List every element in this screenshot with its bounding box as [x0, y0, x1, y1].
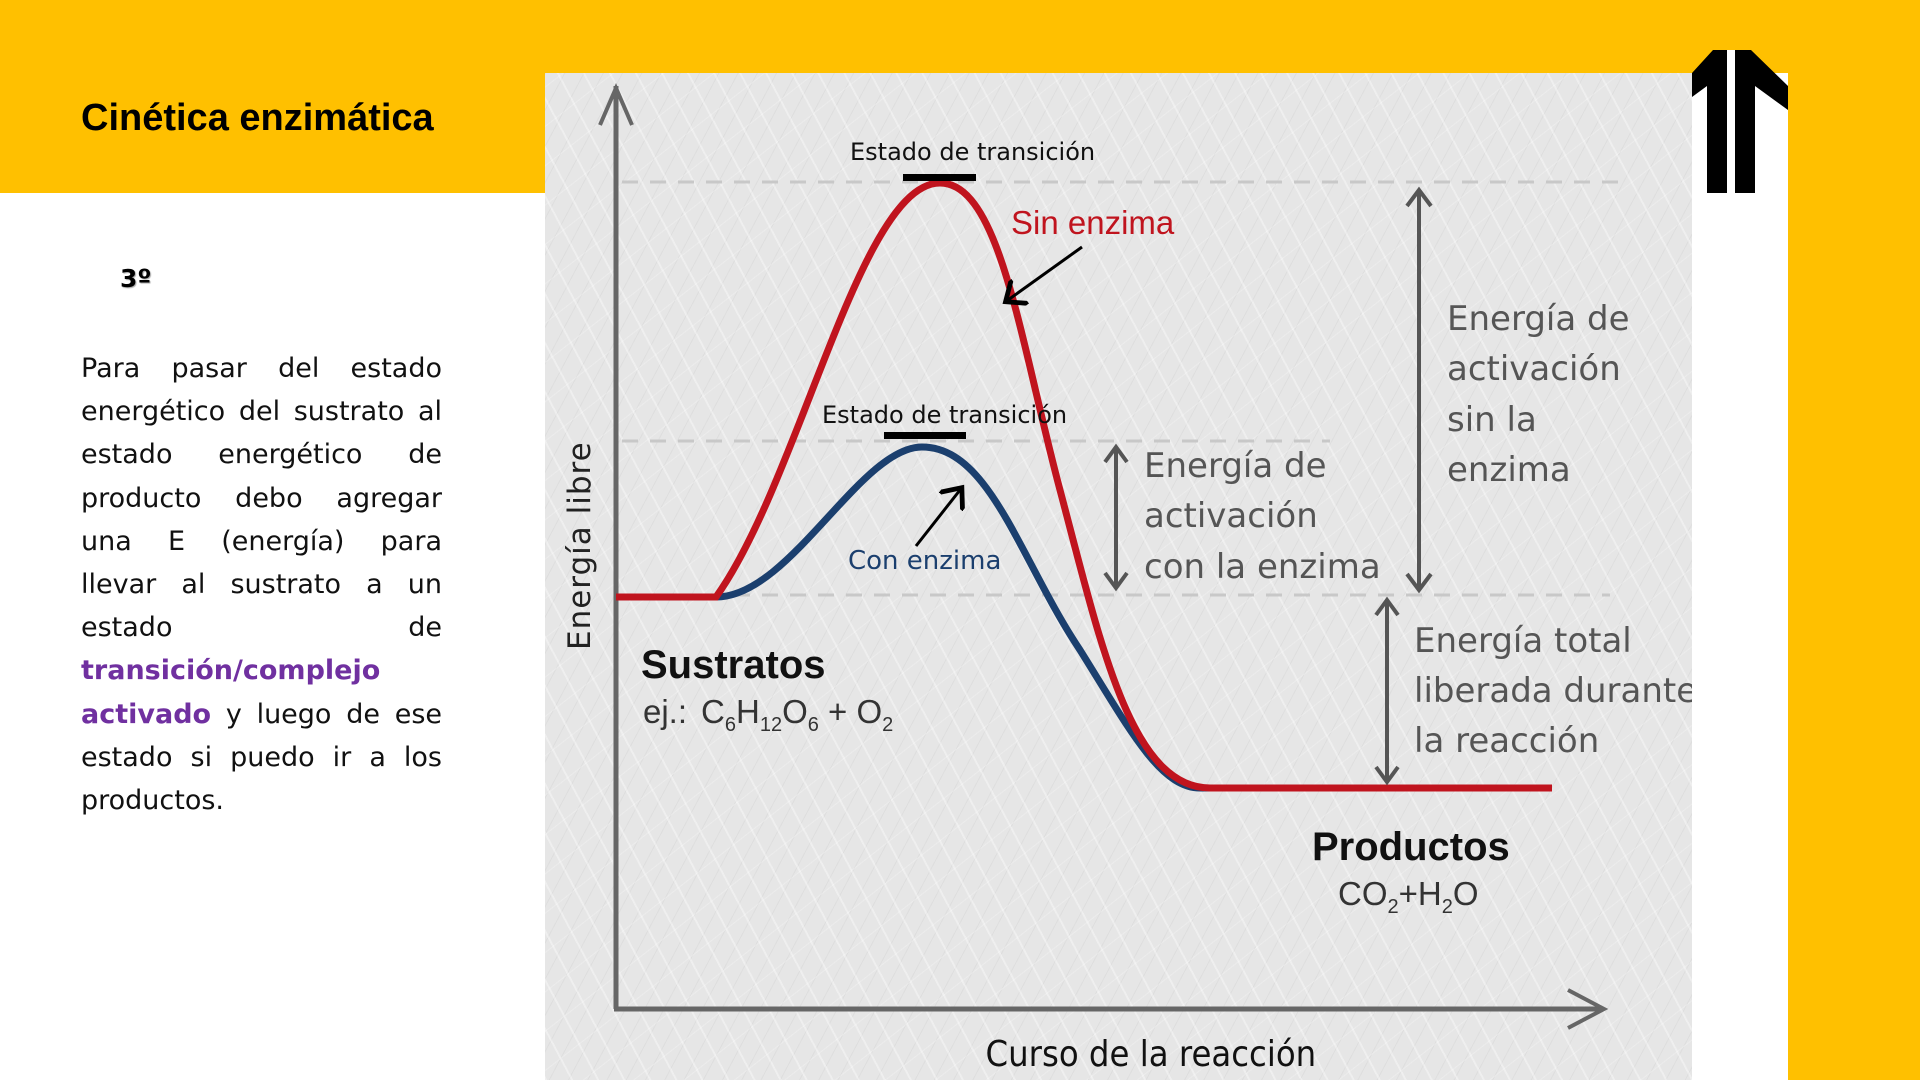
svg-text:sin la: sin la — [1447, 400, 1537, 440]
transition-state-low-label: Estado de transición — [822, 401, 1067, 429]
double-arrow-up-logo-icon — [1692, 50, 1788, 193]
slide-title: Cinética enzimática — [81, 97, 434, 139]
svg-text:enzima: enzima — [1447, 450, 1571, 490]
sin-enzima-curve — [616, 179, 1552, 792]
sin-enzima-label: Sin enzima — [1011, 204, 1175, 241]
double-arrow-icons — [1103, 186, 1433, 786]
energy-diagram: Energía libre Curso de la reacción Estad… — [545, 73, 1692, 1080]
explanation-paragraph: Para pasar del estado energético del sus… — [81, 347, 442, 822]
svg-text:la reacción: la reacción — [1414, 721, 1599, 761]
right-accent-band — [1788, 0, 1920, 1080]
sin-enzima-pointer-icon — [1008, 245, 1083, 300]
svg-text:Energía de: Energía de — [1144, 446, 1327, 486]
transition-bar-low — [884, 432, 966, 439]
header-band-left — [0, 0, 545, 193]
highlighted-term: transición/complejo activado — [81, 655, 381, 730]
reference-dashed-lines — [622, 180, 1625, 597]
con-enzima-label: Con enzima — [848, 546, 1001, 576]
header-band-top — [545, 0, 1920, 73]
svg-text:Energía total: Energía total — [1414, 621, 1632, 661]
con-enzima-curve — [616, 443, 1552, 792]
paragraph-text-2: y luego de ese estado si puedo ir a los … — [81, 698, 442, 817]
paragraph-text-1: Para pasar del estado energético del sus… — [81, 353, 442, 644]
substrates-formula: ej.: C6H12O6 + O2 — [643, 693, 893, 736]
svg-text:activación: activación — [1447, 349, 1621, 389]
substrates-title: Sustratos — [641, 643, 826, 687]
transition-state-high-label: Estado de transición — [850, 138, 1095, 166]
svg-text:activación: activación — [1144, 496, 1318, 536]
x-axis-label: Curso de la reacción — [986, 1033, 1317, 1075]
transition-bar-high — [903, 174, 976, 181]
svg-text:Energía de: Energía de — [1447, 299, 1630, 339]
svg-text:con la enzima: con la enzima — [1144, 547, 1381, 587]
ea-sin-enzima-label: Energía de activación sin la enzima — [1447, 299, 1630, 490]
products-title: Productos — [1312, 825, 1510, 869]
axes — [598, 82, 1609, 1030]
con-enzima-pointer-icon — [914, 490, 960, 547]
products-formula: CO2+H2O — [1338, 875, 1479, 918]
step-number: 3º — [120, 264, 152, 293]
delta-g-label: Energía total liberada durante la reacci… — [1414, 621, 1692, 761]
ea-con-enzima-label: Energía de activación con la enzima — [1144, 446, 1381, 587]
y-axis-label: Energía libre — [562, 441, 598, 650]
svg-text:liberada durante: liberada durante — [1414, 671, 1692, 711]
